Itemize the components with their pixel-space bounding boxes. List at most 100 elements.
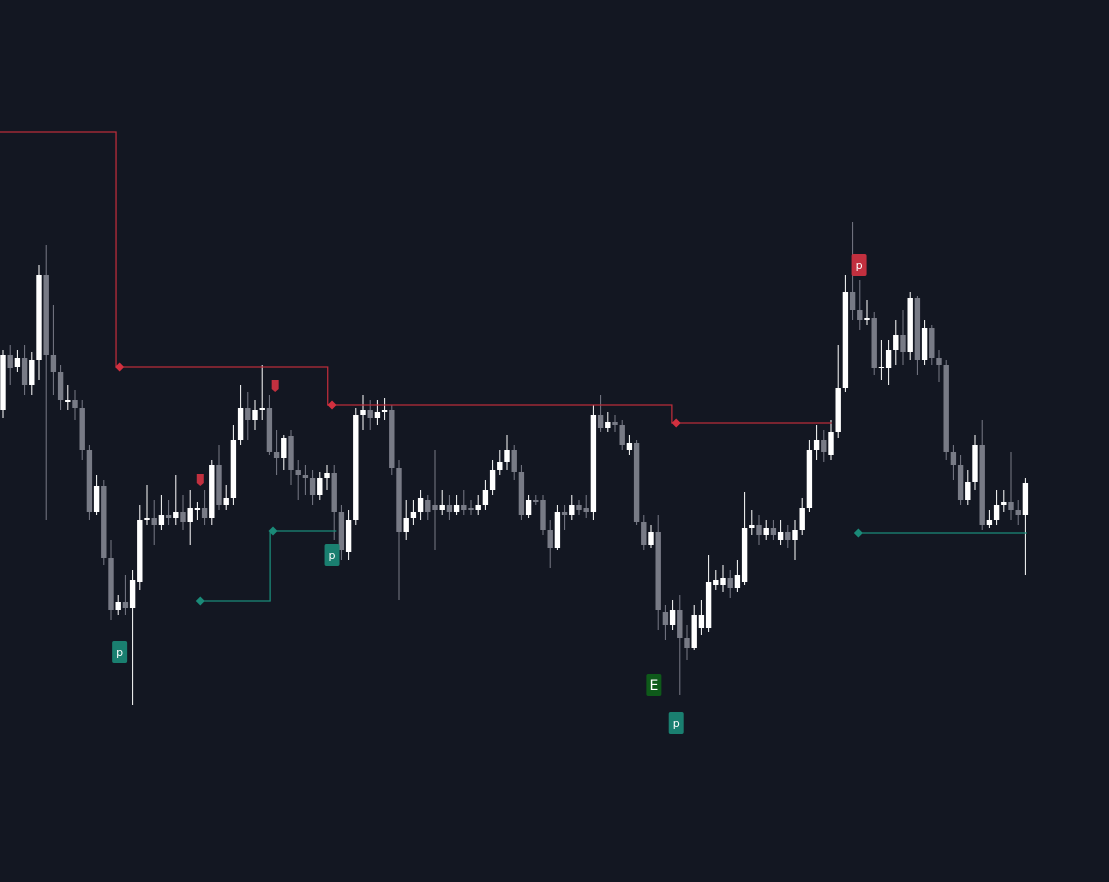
level-diamond (327, 400, 337, 410)
candle-body (281, 438, 287, 458)
level-diamond (268, 526, 278, 536)
candle-body (684, 638, 690, 648)
candle-body (504, 450, 510, 462)
candle-body (482, 490, 489, 505)
candle-body (633, 443, 640, 522)
candle-body (741, 528, 748, 582)
candle-body (165, 515, 172, 518)
candle-body (878, 367, 885, 368)
candle-body (50, 355, 57, 372)
candle-body (907, 298, 913, 352)
signal-flag (271, 380, 279, 392)
candle-body (14, 358, 21, 367)
candle-body (93, 486, 100, 512)
candle-body (785, 532, 791, 540)
candle-body (540, 500, 546, 530)
candle-body (29, 360, 35, 385)
candle-body (929, 328, 935, 358)
candle-body (511, 450, 517, 472)
candle-body (936, 358, 942, 365)
candle-body (259, 408, 265, 410)
candle-body (777, 532, 784, 540)
candle-body (662, 612, 669, 625)
signal-marker-label: E (649, 678, 658, 694)
candle-body (720, 578, 726, 585)
candle-body (792, 530, 798, 540)
candle-body (950, 452, 957, 465)
candle-body (216, 465, 222, 505)
candle-body (965, 482, 971, 500)
candle-body (691, 615, 697, 648)
candle-body (65, 400, 71, 402)
candle-body (554, 512, 561, 548)
candle-body (158, 515, 165, 525)
candle-body (7, 355, 13, 368)
candle-body (295, 470, 301, 475)
candle-body (72, 400, 78, 408)
candle-body (921, 328, 928, 360)
candle-body (223, 498, 229, 505)
candle-body (273, 452, 280, 458)
candle-body (799, 508, 805, 530)
signal-marker (646, 674, 662, 696)
candle-body (705, 582, 712, 628)
candle-body (345, 520, 352, 552)
candle-body (655, 532, 661, 610)
candle-body (367, 410, 373, 418)
candle-body (230, 440, 237, 498)
candle-body (389, 410, 395, 468)
candle-body (86, 450, 93, 512)
candle-body (439, 505, 445, 510)
candle-body (979, 445, 985, 525)
candle-body (597, 415, 604, 428)
candle-body (957, 465, 964, 500)
candle-body (677, 610, 683, 638)
candle-body (914, 298, 921, 360)
candle-body (986, 520, 993, 525)
signal-marker (324, 544, 340, 566)
candle-body (245, 408, 251, 420)
candle-body (21, 358, 28, 385)
candle-body (518, 472, 525, 515)
candle-body (770, 528, 777, 535)
candle-body (972, 445, 978, 482)
candle-body (108, 558, 114, 610)
candle-body (1008, 502, 1014, 510)
candle-body (331, 473, 337, 512)
signal-marker (851, 254, 867, 276)
candle-body (525, 500, 532, 515)
candle-body (317, 478, 323, 495)
candle-body (734, 575, 741, 588)
candle-body (461, 505, 467, 510)
candle-body (446, 505, 453, 512)
level-diamond (671, 418, 681, 428)
candle-body (173, 512, 179, 518)
signal-marker (668, 712, 684, 734)
candle-body (626, 443, 633, 450)
candle-body (648, 532, 654, 545)
candle-body (122, 602, 129, 608)
candle-body (497, 462, 503, 470)
candle-body (425, 500, 431, 512)
level-diamond (195, 596, 205, 606)
candle-body (432, 505, 438, 510)
signal-marker-label: p (673, 717, 680, 730)
candle-body (57, 372, 64, 400)
candle-body (187, 508, 193, 522)
candle-body (180, 512, 186, 522)
candle-body (201, 508, 208, 518)
candle-body (569, 505, 575, 515)
candle-body (396, 468, 402, 532)
candle-body (835, 388, 841, 432)
candle-body (727, 578, 733, 588)
candle-body (302, 475, 309, 478)
candle-body (619, 425, 625, 445)
candle-body (338, 512, 345, 550)
candle-body (547, 530, 553, 548)
candle-body (821, 440, 827, 452)
candle-body (417, 498, 424, 512)
signal-marker-label: p (329, 549, 336, 562)
candle-body (756, 525, 762, 535)
candle-body (871, 318, 877, 368)
